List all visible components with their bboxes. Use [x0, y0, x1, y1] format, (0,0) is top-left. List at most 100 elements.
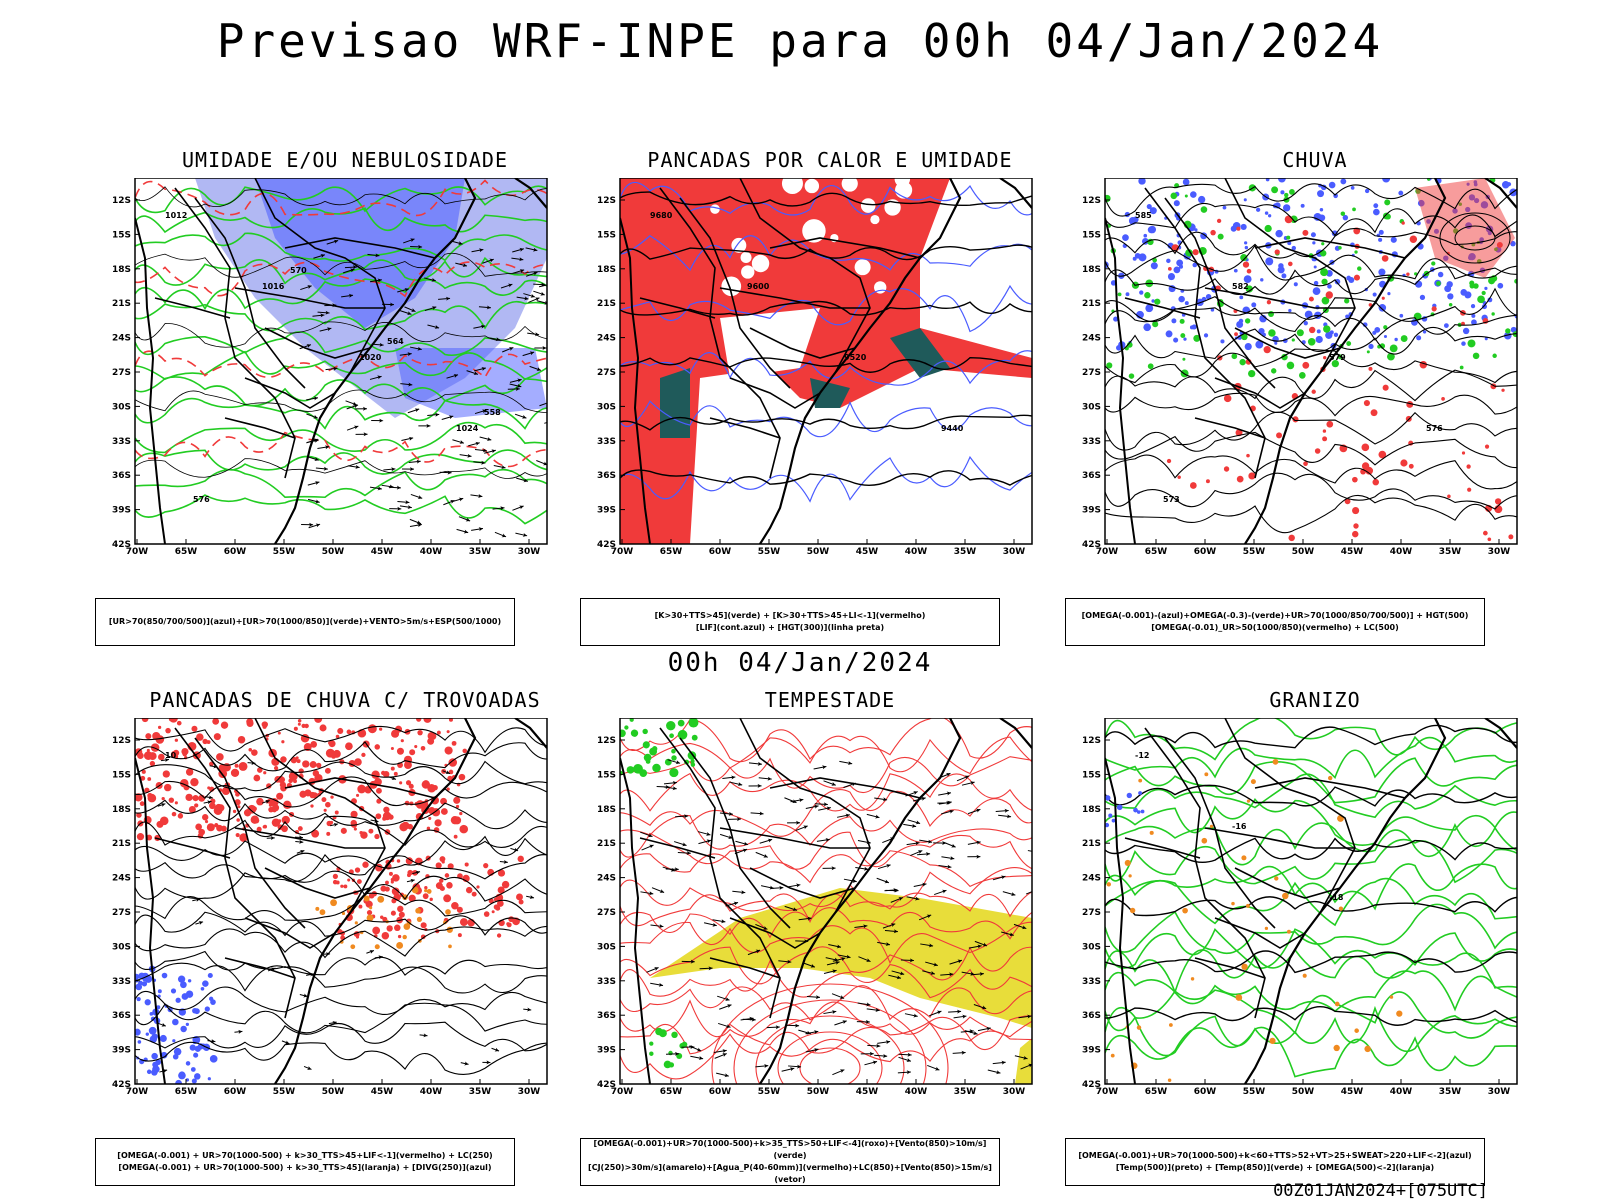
field-blob	[1234, 332, 1238, 336]
field-blob	[452, 741, 457, 746]
field-blob	[177, 721, 182, 726]
arrow-head	[935, 1067, 940, 1072]
field-blob	[1210, 825, 1213, 828]
field-blob	[1465, 293, 1470, 298]
field-blob	[870, 215, 879, 224]
field-blob	[347, 730, 352, 735]
forecast-map: -12-16-1812S15S18S21S24S27S30S33S36S39S4…	[1065, 718, 1565, 1133]
lat-tick-label: 39S	[597, 1046, 616, 1056]
field-blob	[1326, 421, 1333, 428]
field-blob	[1329, 182, 1336, 189]
lon-tick-label: 60W	[709, 547, 732, 557]
field-blob	[1461, 341, 1466, 346]
field-blob	[158, 754, 165, 761]
field-blob	[1247, 800, 1250, 803]
contour-label: 585	[1135, 211, 1152, 220]
isoline	[1105, 1008, 1535, 1056]
arrow-head	[307, 1066, 312, 1071]
lat-tick-label: 27S	[112, 908, 131, 918]
lat-tick-label: 27S	[112, 368, 131, 378]
country-border	[155, 298, 230, 318]
field-blob	[149, 1027, 157, 1035]
field-blob	[1323, 325, 1330, 332]
map-frame	[1105, 718, 1517, 1084]
field-blob	[671, 755, 676, 760]
field-blob	[254, 818, 260, 824]
field-blob	[236, 833, 240, 837]
field-blob	[406, 780, 411, 785]
field-blob	[179, 1071, 185, 1077]
field-blob	[1488, 537, 1492, 541]
arrow-head	[886, 863, 891, 868]
field-blob	[652, 764, 661, 773]
field-blob	[459, 774, 466, 781]
field-blob	[1362, 462, 1369, 469]
field-blob	[1125, 860, 1131, 866]
contour-label: 10	[165, 751, 177, 760]
field-blob	[1147, 204, 1152, 209]
field-blob	[1146, 306, 1152, 312]
lat-tick-label: 18S	[112, 265, 131, 275]
contour-label: 1012	[165, 211, 187, 220]
field-blob	[214, 733, 221, 740]
field-blob	[387, 925, 393, 931]
field-blob	[439, 856, 445, 862]
field-blob	[350, 944, 355, 949]
field-blob	[399, 781, 402, 784]
lat-tick-label: 15S	[597, 230, 616, 240]
field-blob	[162, 797, 165, 800]
field-blob	[1383, 213, 1390, 220]
field-blob	[1236, 227, 1240, 231]
main-title: Previsao WRF-INPE para 00h 04/Jan/2024	[0, 14, 1600, 68]
field-blob	[190, 778, 198, 786]
field-blob	[1505, 328, 1510, 333]
field-blob	[1387, 292, 1390, 295]
lat-tick-label: 21S	[597, 839, 616, 849]
field-blob	[1178, 296, 1184, 302]
contour-label: -12	[1135, 751, 1149, 760]
field-blob	[1236, 321, 1243, 328]
field-blob	[239, 762, 248, 771]
field-blob	[146, 1032, 149, 1035]
arrow-head	[792, 799, 797, 804]
contour-label: 9520	[844, 353, 867, 362]
lat-tick-label: 27S	[597, 368, 616, 378]
field-blob	[434, 819, 441, 826]
arrow-head	[727, 1003, 732, 1008]
lat-tick-label: 30S	[112, 402, 131, 412]
isoline	[712, 984, 948, 1133]
field-blob	[1373, 203, 1378, 208]
field-blob	[465, 862, 469, 866]
field-blob	[1431, 261, 1435, 265]
lon-tick-label: 70W	[126, 1087, 149, 1097]
field-blob	[140, 801, 145, 806]
field-blob	[1107, 882, 1111, 886]
field-blob	[357, 879, 362, 884]
field-blob	[1190, 482, 1197, 489]
lon-tick-label: 55W	[758, 547, 781, 557]
lat-tick-label: 21S	[597, 299, 616, 309]
field-blob	[1143, 234, 1147, 238]
field-blob	[458, 933, 462, 937]
field-blob	[1372, 479, 1379, 486]
arrow-head	[1036, 850, 1041, 855]
field-blob	[355, 867, 360, 872]
contour-label: 570	[290, 266, 307, 275]
field-blob	[376, 813, 382, 819]
field-blob	[190, 1045, 196, 1051]
isoline	[1105, 971, 1535, 1011]
field-blob	[186, 1023, 189, 1026]
field-blob	[137, 997, 141, 1001]
panel-caption: [UR>70(850/700/500)](azul)+[UR>70(1000/8…	[95, 598, 515, 646]
lat-tick-label: 12S	[112, 196, 131, 206]
field-blob	[1201, 206, 1208, 213]
field-blob	[152, 1034, 158, 1040]
field-blob	[1338, 246, 1342, 250]
forecast-map: 58558257957657312S15S18S21S24S27S30S33S3…	[1065, 178, 1565, 593]
field-blob	[145, 999, 151, 1005]
field-blob	[172, 1019, 179, 1026]
field-blob	[1198, 196, 1205, 203]
